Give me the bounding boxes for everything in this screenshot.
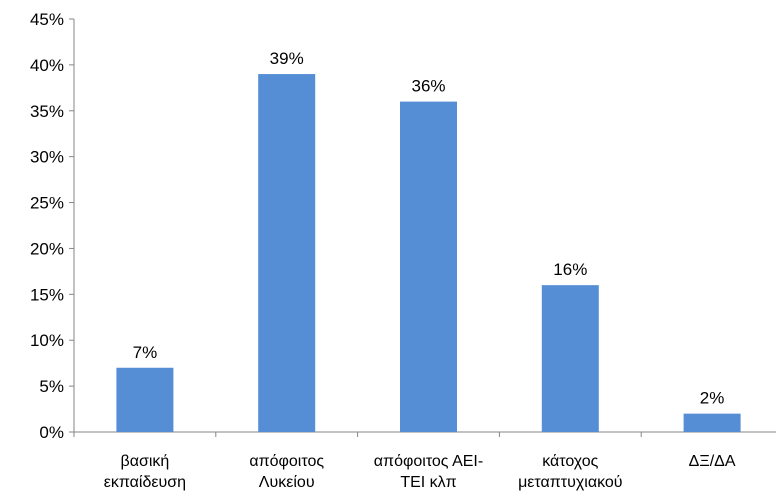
y-tick-label: 35% — [30, 102, 64, 121]
bar — [116, 367, 174, 432]
data-label: 2% — [700, 389, 725, 408]
x-tick-label: ΤΕΙ κλπ — [400, 474, 456, 491]
bar — [400, 101, 457, 432]
y-tick-label: 30% — [30, 148, 64, 167]
y-tick-label: 40% — [30, 56, 64, 75]
x-tick-label: κάτοχος — [542, 453, 598, 470]
x-axis: βασική εκπαίδευση απόφοιτος Λυκείου απόφοιτο… — [73, 431, 776, 491]
bar-series — [116, 74, 741, 433]
bar — [258, 74, 316, 433]
y-tick-label: 0% — [39, 423, 64, 442]
y-tick-label: 15% — [30, 285, 64, 304]
bar — [683, 413, 741, 432]
x-tick-label: Λυκείου — [259, 474, 315, 491]
x-tick-label: βασική — [121, 453, 170, 470]
x-tick-label: απόφοιτος ΑΕΙ- — [374, 453, 483, 470]
bar — [541, 285, 599, 432]
y-tick-label: 20% — [30, 239, 64, 258]
y-tick-label: 25% — [30, 194, 64, 213]
data-labels: 7% 39% 36% 16% 2% — [133, 49, 725, 408]
data-label: 39% — [270, 49, 304, 68]
x-tick-label: απόφοιτος — [249, 453, 324, 470]
y-axis: 0% 5% 10% 15% 20% 25% 30% 35% 40% 45% — [30, 10, 75, 442]
data-label: 36% — [411, 77, 445, 96]
data-label: 16% — [553, 260, 587, 279]
x-tick-label: μεταπτυχιακού — [518, 474, 622, 491]
data-label: 7% — [133, 343, 158, 362]
y-tick-label: 5% — [39, 377, 64, 396]
y-tick-label: 45% — [30, 10, 64, 29]
x-tick-label: ΔΞ/ΔΑ — [689, 453, 736, 470]
y-tick-label: 10% — [30, 331, 64, 350]
x-tick-label: εκπαίδευση — [104, 474, 186, 491]
